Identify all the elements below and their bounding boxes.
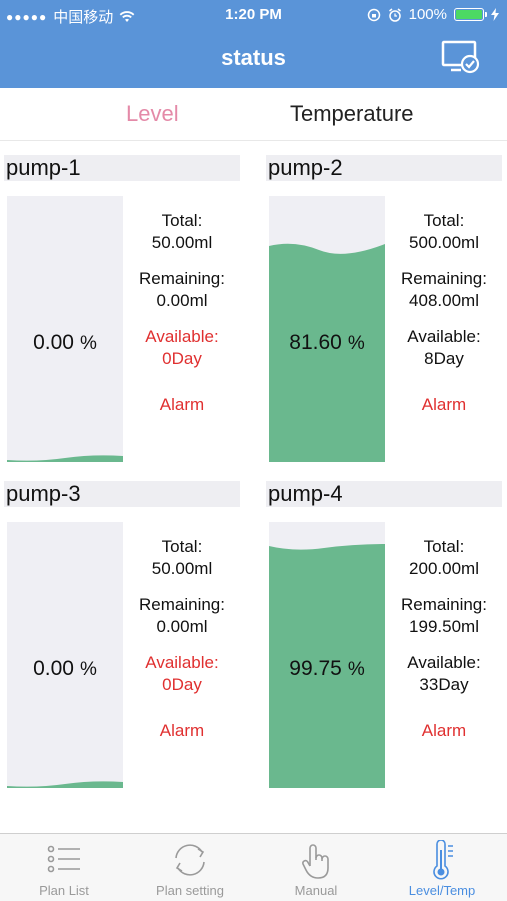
level-percent: 0.00% (33, 657, 97, 680)
pump-info: Total: 50.00ml Remaining: 0.00ml Available… (124, 536, 240, 742)
alarm-button[interactable]: Alarm (421, 721, 467, 740)
total-value: 500.00ml (409, 233, 479, 252)
status-time: 1:20 PM (225, 6, 282, 23)
available-label: Available: (407, 653, 481, 672)
screen-check-icon[interactable] (441, 40, 481, 74)
header-bar: ●●●●● 中国移动 1:20 PM 100% (0, 0, 507, 88)
available-label: Available: (145, 327, 219, 346)
pump-info: Total: 500.00ml Remaining: 408.00ml Availa… (386, 210, 502, 416)
rotation-lock-icon (367, 8, 380, 21)
wifi-icon (119, 10, 135, 22)
liquid-fill (7, 781, 123, 788)
available-value: 0Day (162, 675, 202, 694)
alarm-button[interactable]: Alarm (421, 395, 467, 414)
level-tank: 81.60% (269, 196, 385, 462)
total-value: 50.00ml (151, 233, 213, 252)
refresh-cycle-icon (175, 844, 205, 876)
carrier-label: 中国移动 (53, 9, 114, 26)
level-tank: 0.00% (7, 196, 123, 462)
page-title: status (221, 45, 286, 70)
alarm-clock-icon (388, 7, 401, 22)
remaining-label: Remaining: (139, 595, 225, 614)
pump-info: Total: 50.00ml Remaining: 0.00ml Available… (124, 210, 240, 416)
pump-card: pump-4 99.75% Total: 200.00ml Remaining: 1… (266, 481, 502, 791)
tab-label: Manual (294, 883, 338, 898)
tab-label: Plan List (39, 883, 89, 898)
level-percent: 0.00% (33, 331, 97, 354)
total-label: Total: (161, 211, 203, 230)
total-value: 50.00ml (151, 559, 213, 578)
list-icon (47, 845, 80, 873)
alarm-button[interactable]: Alarm (159, 395, 205, 414)
tab-plan-setting[interactable]: Plan setting (127, 834, 253, 901)
battery-percent: 100% (408, 6, 447, 23)
thermometer-icon (433, 840, 453, 880)
pump-title: pump-1 (4, 155, 240, 181)
pump-info: Total: 200.00ml Remaining: 199.50ml Availa… (386, 536, 502, 742)
liquid-fill (269, 243, 385, 462)
remaining-label: Remaining: (401, 269, 487, 288)
liquid-fill (7, 455, 123, 462)
pump-title: pump-3 (4, 481, 240, 507)
pump-title: pump-4 (266, 481, 502, 507)
level-percent: 99.75% (289, 657, 365, 680)
hand-touch-icon (302, 844, 329, 879)
tab-level[interactable]: Level (126, 101, 179, 126)
remaining-value: 408.00ml (409, 291, 479, 310)
remaining-value: 0.00ml (156, 617, 208, 636)
level-percent: 81.60% (289, 331, 365, 354)
total-value: 200.00ml (409, 559, 479, 578)
pump-card: pump-3 0.00% Total: 50.00ml Remaining: 0.0… (4, 481, 240, 791)
tab-label: Level/Temp (408, 883, 476, 898)
pump-title: pump-2 (266, 155, 502, 181)
tab-temperature[interactable]: Temperature (290, 101, 414, 126)
tab-plan-list[interactable]: Plan List (1, 834, 127, 901)
signal-strength-icon: ●●●●● (6, 9, 48, 24)
available-value: 8Day (424, 349, 464, 368)
available-value: 0Day (162, 349, 202, 368)
level-tank: 99.75% (269, 522, 385, 788)
tab-label: Plan setting (156, 883, 224, 898)
segment-tabs: Level Temperature (0, 88, 507, 141)
pump-card: pump-1 0.00% Total: 50.00ml Remaining: 0.0… (4, 155, 240, 465)
available-label: Available: (145, 653, 219, 672)
tab-level-temp[interactable]: Level/Temp (379, 834, 505, 901)
remaining-label: Remaining: (139, 269, 225, 288)
liquid-fill (269, 544, 385, 788)
charging-bolt-icon (491, 8, 499, 21)
total-label: Total: (423, 211, 465, 230)
remaining-value: 199.50ml (409, 617, 479, 636)
pump-card: pump-2 81.60% Total: 500.00ml Remaining: 4… (266, 155, 502, 465)
alarm-button[interactable]: Alarm (159, 721, 205, 740)
remaining-label: Remaining: (401, 595, 487, 614)
tab-manual[interactable]: Manual (253, 834, 379, 901)
available-value: 33Day (419, 675, 469, 694)
total-label: Total: (161, 537, 203, 556)
remaining-value: 0.00ml (156, 291, 208, 310)
status-bar: ●●●●● 中国移动 1:20 PM 100% (0, 0, 507, 30)
battery-icon (454, 8, 487, 21)
total-label: Total: (423, 537, 465, 556)
available-label: Available: (407, 327, 481, 346)
bottom-tab-bar: Plan List Plan setting Manual (0, 833, 507, 901)
level-tank: 0.00% (7, 522, 123, 788)
